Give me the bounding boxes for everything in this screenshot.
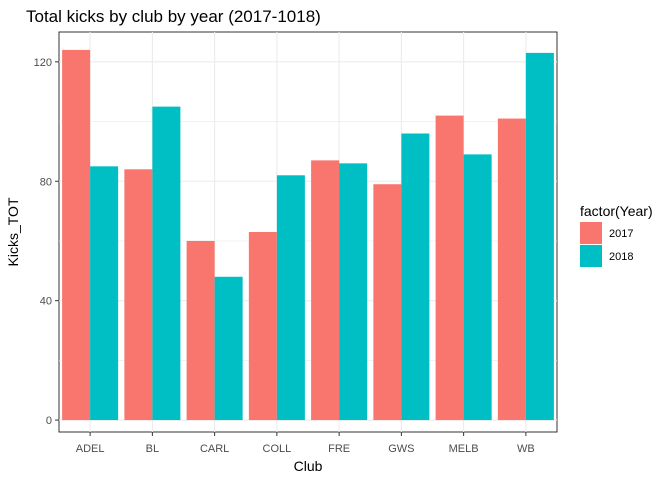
legend-swatch-2018 [580,245,602,267]
x-tick-label-CARL: CARL [200,443,229,455]
y-tick-label: 0 [46,415,52,427]
x-tick-label-COLL: COLL [263,443,292,455]
x-tick-label-BL: BL [146,443,159,455]
legend: factor(Year) 2017 2018 [580,203,653,267]
y-tick-label: 40 [40,296,52,308]
legend-label-2017: 2017 [609,228,633,240]
x-tick-label-ADEL: ADEL [76,443,105,455]
bar-2017-CARL [186,240,215,421]
axes: 0 40 80 120 ADEL BL CARL COLL FRE GWS MELB WB [34,57,535,455]
bar-2017-COLL [248,232,277,421]
x-tick-label-FRE: FRE [328,443,350,455]
bar-2018-FRE [339,163,368,421]
bar-2018-MELB [463,154,492,421]
legend-label-2018: 2018 [609,251,633,263]
bar-2018-GWS [401,133,430,421]
bars [62,49,554,421]
legend-title: factor(Year) [580,203,653,219]
y-tick-label: 80 [40,176,52,188]
x-axis-title: Club [294,458,323,474]
x-tick-label-GWS: GWS [388,443,414,455]
y-axis-title: Kicks_TOT [5,197,21,266]
y-tick-label: 120 [34,57,52,69]
bar-2018-BL [152,106,181,421]
bar-2017-GWS [373,184,402,421]
bar-2017-WB [497,118,526,421]
bar-2017-MELB [435,115,464,421]
x-tick-label-MELB: MELB [449,443,479,455]
bar-2017-BL [124,169,153,421]
legend-swatch-2017 [580,222,602,244]
bar-2018-WB [525,52,554,421]
bar-2017-FRE [311,160,340,421]
bar-2018-COLL [276,175,305,421]
x-tick-label-WB: WB [517,443,535,455]
bar-2018-ADEL [90,166,119,421]
bar-2017-ADEL [62,49,91,421]
bar-2018-CARL [214,276,243,421]
chart-title: Total kicks by club by year (2017-1018) [26,7,321,26]
